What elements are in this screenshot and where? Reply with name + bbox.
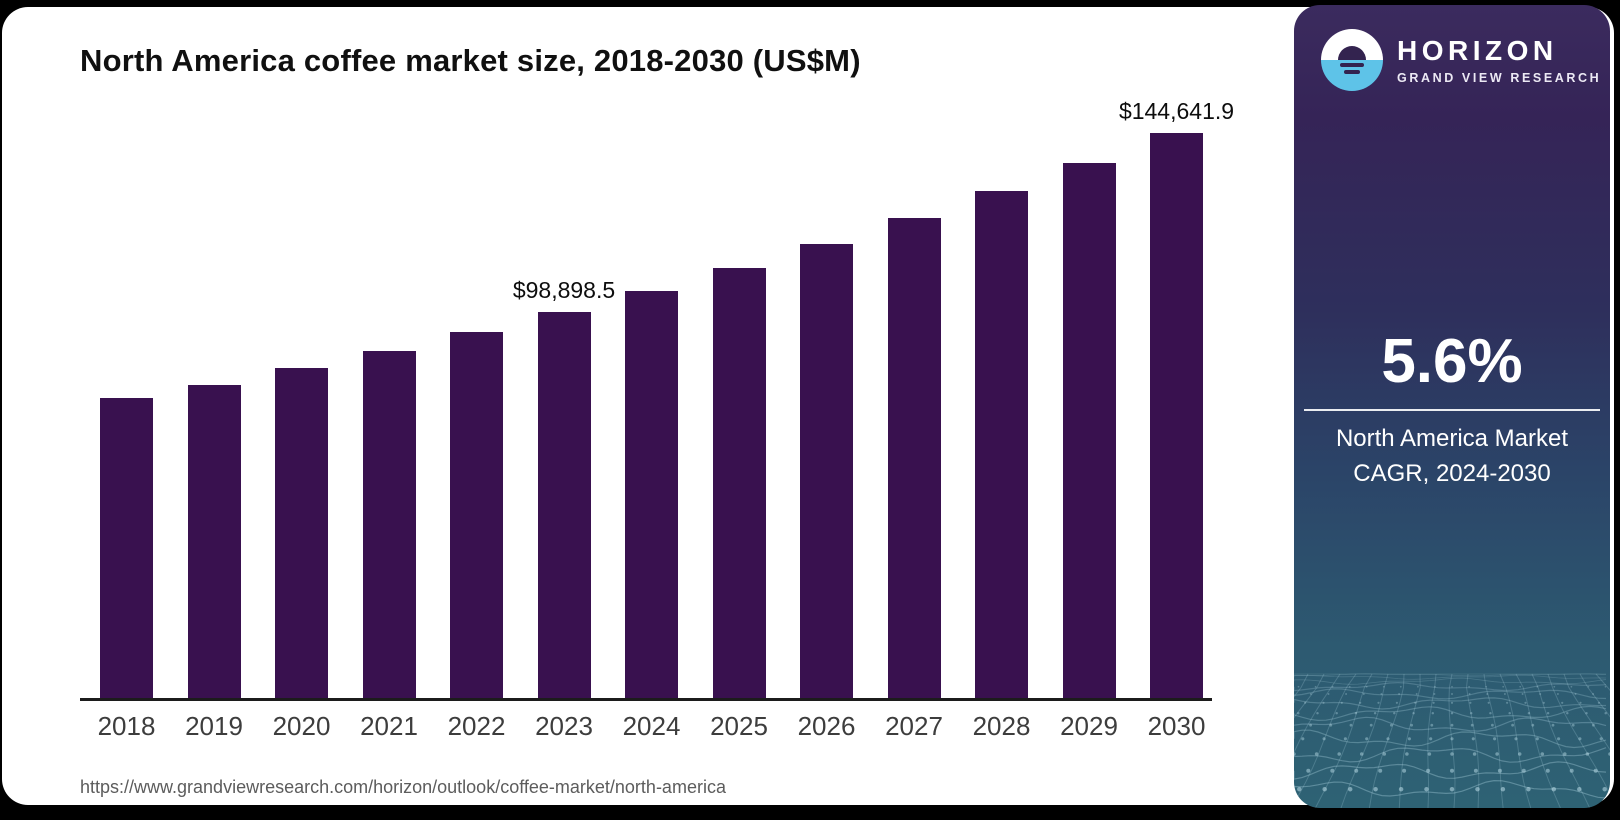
bar-2030: [1150, 133, 1203, 698]
mesh-pattern: [1294, 673, 1610, 808]
x-axis-line: [80, 698, 1212, 701]
x-axis-labels: 2018 2019 2020 2021 2022 2023 2024 2025 2026 2027…: [80, 711, 1212, 745]
sun-shape: [1338, 46, 1366, 60]
bar-2019: [187, 385, 241, 698]
x-tick-2022: 2022: [447, 711, 506, 741]
brand-name: HORIZON: [1397, 34, 1558, 66]
stat-caption-line1: North America Market: [1335, 425, 1569, 452]
bar-2022: [450, 332, 503, 698]
plot-area: $98,898.5 $144,641.9: [80, 98, 1234, 701]
x-tick-2023: 2023: [535, 711, 593, 741]
x-tick-2018: 2018: [97, 711, 156, 741]
brand-subtitle: GRAND VIEW RESEARCH: [1397, 70, 1602, 85]
sun-reflection-stripe: [1344, 70, 1360, 74]
value-label-2023: $98,898.5: [512, 276, 616, 303]
x-tick-2028: 2028: [972, 711, 1031, 741]
bar-2023: [537, 311, 591, 698]
stat-caption-line2: CAGR, 2024-2030: [1353, 460, 1551, 487]
x-tick-2029: 2029: [1060, 711, 1118, 741]
brand-text: HORIZON GRAND VIEW RESEARCH: [1397, 34, 1602, 85]
x-tick-2020: 2020: [272, 711, 331, 741]
x-tick-2024: 2024: [622, 711, 681, 741]
x-tick-2026: 2026: [797, 711, 856, 741]
brand-logo: HORIZON GRAND VIEW RESEARCH: [1321, 29, 1601, 91]
source-url: https://www.grandviewresearch.com/horizo…: [80, 777, 726, 797]
bar-2024: [625, 290, 678, 698]
horizon-sun-icon: [1321, 29, 1383, 91]
value-label-2030: $144,641.9: [1118, 98, 1235, 124]
stat-caption: North America Market CAGR, 2024-2030: [1294, 421, 1610, 491]
bar-2027: [887, 218, 941, 698]
x-tick-2021: 2021: [360, 711, 418, 741]
bar-2018: [100, 398, 153, 698]
x-tick-2030: 2030: [1147, 711, 1206, 741]
cagr-value: 5.6%: [1381, 327, 1523, 396]
stat-divider: [1304, 409, 1600, 411]
side-panel: HORIZON GRAND VIEW RESEARCH 5.6% North A…: [1294, 5, 1610, 808]
chart-title: North America coffee market size, 2018-2…: [80, 43, 861, 78]
bar-2020: [275, 367, 328, 698]
bar-2025: [712, 267, 766, 698]
x-tick-2019: 2019: [185, 711, 243, 741]
x-tick-2025: 2025: [710, 711, 768, 741]
bar-2029: [1062, 162, 1116, 698]
bar-2021: [362, 350, 416, 698]
bar-2028: [975, 191, 1028, 698]
x-tick-2027: 2027: [885, 711, 943, 741]
bar-2026: [800, 243, 853, 698]
sun-reflection-stripe: [1340, 63, 1364, 67]
stat-block: 5.6% North America Market CAGR, 2024-203…: [1294, 327, 1610, 491]
